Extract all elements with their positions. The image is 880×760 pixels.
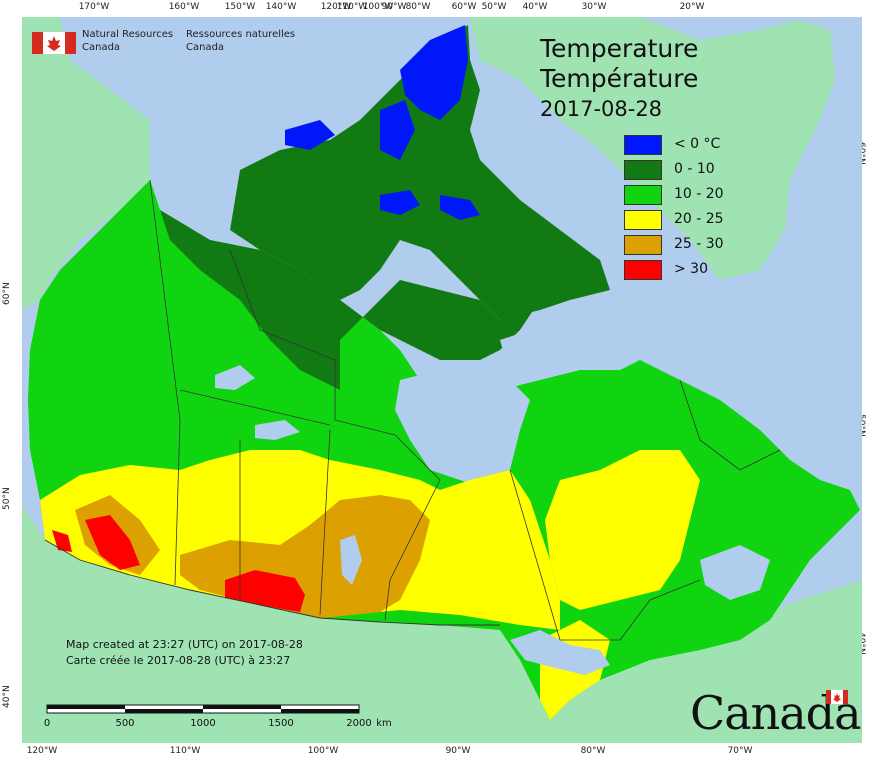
nunavut-mainland-cold: [160, 210, 540, 390]
lake-winnipeg: [340, 535, 362, 585]
legend-label: > 30: [674, 261, 708, 277]
longitude-tick: 90°W: [381, 2, 407, 12]
map-graphic: [22, 17, 862, 743]
longitude-tick: 120°W: [26, 746, 58, 756]
agency-name-en-line1: Natural Resources: [82, 29, 174, 40]
longitude-tick: 60°W: [451, 2, 477, 12]
longitude-tick: 80°W: [580, 746, 606, 756]
ellesmere-cold: [400, 25, 468, 120]
credit-fr: Carte créée le 2017-08-28 (UTC) à 23:27: [66, 654, 291, 667]
axel-heiberg-cold: [380, 100, 415, 160]
longitude-tick: 110°W: [169, 746, 201, 756]
scale-label: 1000: [190, 718, 216, 729]
baffin-cold: [440, 195, 480, 220]
great-slave-lake: [255, 420, 300, 440]
legend-label: < 0 °C: [674, 136, 721, 152]
agency-name-fr: Ressources naturelles Canada: [186, 28, 295, 54]
scale-label: 1500: [268, 718, 294, 729]
hudson-strait: [500, 320, 640, 375]
longitude-tick: 120°W: [320, 2, 352, 12]
legend-label: 0 - 10: [674, 161, 715, 177]
longitude-tick: 20°W: [679, 2, 705, 12]
great-lakes: [510, 630, 610, 675]
legend-swatch: [624, 260, 662, 280]
legend-swatch: [624, 160, 662, 180]
scale-unit: km: [376, 718, 392, 729]
agency-name-en-line2: Canada: [82, 42, 121, 53]
canada-flag-icon: [32, 32, 76, 54]
longitude-tick: 50°W: [481, 2, 507, 12]
longitude-tick: 100°W: [307, 746, 339, 756]
legend-swatch: [624, 210, 662, 230]
latitude-tick: 40°N: [2, 685, 12, 708]
legend-swatch: [624, 235, 662, 255]
longitude-tick: 150°W: [224, 2, 256, 12]
legend-label: 10 - 20: [674, 186, 724, 202]
longitude-tick: 80°W: [405, 2, 431, 12]
longitude-tick: 170°W: [78, 2, 110, 12]
wordmark-flag-icon: [826, 690, 848, 704]
longitude-tick: 110°W: [336, 2, 368, 12]
scale-label: 500: [115, 718, 135, 729]
longitude-tick: 70°W: [727, 746, 753, 756]
legend-label: 20 - 25: [674, 211, 724, 227]
provincial-boundaries: [149, 179, 781, 641]
warm-band-east: [545, 450, 700, 610]
latitude-tick: 60°N: [2, 282, 12, 305]
legend-swatch: [624, 135, 662, 155]
agency-name-fr-line1: Ressources naturelles: [186, 29, 296, 40]
temperature-map: [22, 17, 862, 743]
alaska-land: [22, 17, 150, 310]
latitude-tick: 50°N: [2, 487, 12, 510]
legend-swatch: [624, 185, 662, 205]
scale-bar: [46, 704, 360, 714]
hudson-bay: [395, 370, 530, 490]
longitude-tick: 140°W: [265, 2, 297, 12]
agency-name-en: Natural Resources Canada: [82, 28, 173, 54]
usa-land: [22, 505, 862, 743]
map-date: 2017-08-28: [540, 97, 663, 121]
queen-elizabeth-cold: [285, 120, 335, 150]
legend-label: 25 - 30: [674, 236, 724, 252]
us-canada-border: [44, 539, 500, 626]
longitude-tick: 100°W: [362, 2, 394, 12]
hottest-zone-bc: [85, 515, 140, 570]
arctic-archipelago: [230, 25, 610, 320]
devon-cold: [380, 190, 420, 215]
longitude-tick: 90°W: [445, 746, 471, 756]
longitude-tick: 30°W: [581, 2, 607, 12]
nrcan-identifier: Natural Resources Canada Ressources natu…: [32, 28, 332, 62]
longitude-tick: 160°W: [168, 2, 200, 12]
title-en: Temperature: [540, 34, 699, 63]
longitude-tick: 40°W: [522, 2, 548, 12]
credit-en: Map created at 23:27 (UTC) on 2017-08-28: [66, 638, 303, 651]
scale-label: 0: [43, 718, 51, 729]
great-bear-lake: [215, 365, 255, 390]
title-fr: Température: [540, 64, 699, 93]
scale-label: 2000: [346, 718, 372, 729]
gulf-st-lawrence: [700, 545, 770, 600]
agency-name-fr-line2: Canada: [186, 42, 225, 53]
